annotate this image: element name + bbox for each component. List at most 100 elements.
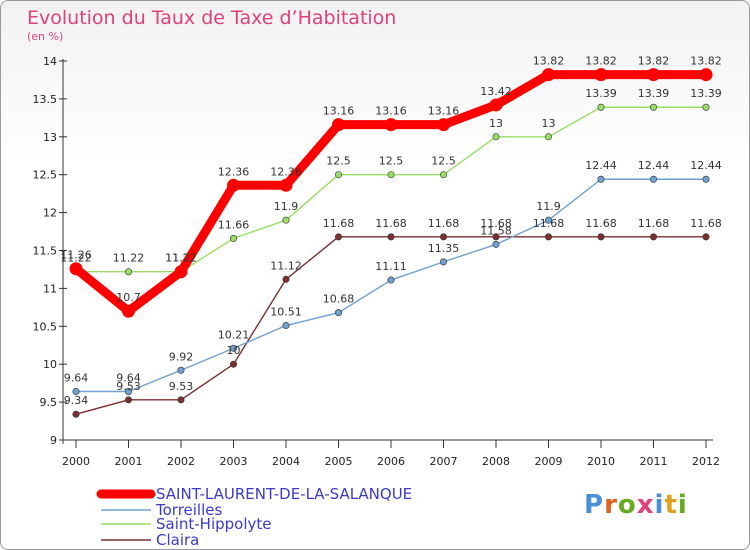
data-label: 11.22 (113, 252, 145, 265)
data-point (227, 178, 240, 192)
legend-label: Saint-Hippolyte (156, 515, 272, 533)
data-label: 11.22 (60, 252, 92, 265)
data-point (177, 366, 185, 374)
data-point (649, 103, 657, 111)
series-torreilles (72, 175, 710, 395)
data-point (649, 175, 657, 183)
data-point (279, 178, 293, 192)
data-label: 11.68 (323, 217, 355, 230)
data-point (544, 216, 552, 224)
x-tick-label: 2008 (482, 455, 510, 468)
data-point (230, 360, 238, 368)
y-tick-label: 10.5 (33, 320, 58, 333)
data-point (699, 68, 713, 82)
data-point (597, 103, 605, 111)
series-claira (72, 233, 710, 418)
data-label: 11.58 (480, 224, 512, 237)
data-label: 11.68 (480, 217, 512, 230)
data-label: 11.66 (218, 218, 250, 231)
data-point (387, 233, 395, 241)
data-label: 12.5 (326, 155, 351, 168)
y-tick-label: 12.5 (33, 169, 58, 182)
data-label: 9.92 (169, 350, 194, 363)
data-point (387, 276, 395, 284)
data-point (282, 322, 290, 330)
x-tick-label: 2002 (167, 455, 195, 468)
data-label: 13.39 (690, 87, 722, 100)
data-point (492, 240, 500, 248)
legend-label: SAINT-LAURENT-DE-LA-SALANQUE (156, 485, 412, 503)
y-tick-label: 10 (43, 358, 57, 371)
legend-label: Torreilles (155, 501, 222, 519)
x-tick-label: 2004 (272, 455, 300, 468)
data-label: 13.39 (638, 87, 670, 100)
data-point (439, 233, 447, 241)
proxiti-logo: Proxiti (584, 490, 688, 520)
data-point (439, 258, 447, 266)
data-point (492, 233, 500, 241)
data-label: 13.82 (585, 55, 617, 68)
data-label: 13.82 (690, 55, 722, 68)
data-label: 12.44 (585, 159, 617, 172)
data-point (594, 68, 608, 82)
data-point (542, 68, 555, 82)
data-label: 10 (227, 344, 241, 357)
legend-item: Claira (101, 531, 199, 549)
legend-label: Claira (156, 531, 199, 549)
data-point (702, 233, 710, 241)
data-label: 10.7 (116, 291, 141, 304)
x-tick-label: 2000 (62, 455, 90, 468)
data-point (647, 68, 660, 82)
data-point (72, 410, 80, 418)
chart-subtitle: (en %) (27, 30, 64, 43)
data-label: 13.16 (428, 105, 460, 118)
data-label: 11.68 (638, 217, 670, 230)
data-point (702, 103, 710, 111)
x-tick-label: 2003 (220, 455, 248, 468)
y-tick-label: 11 (43, 282, 57, 295)
data-point (332, 118, 345, 132)
data-label: 12.5 (431, 155, 456, 168)
legend-item: Saint-Hippolyte (101, 515, 272, 533)
data-label: 11.68 (690, 217, 722, 230)
data-label: 9.53 (169, 380, 194, 393)
series-saint-laurent-de-la-salanque (69, 68, 713, 318)
data-label: 11.68 (428, 217, 460, 230)
data-point (387, 171, 395, 179)
x-tick-label: 2006 (377, 455, 405, 468)
data-label: 11.12 (270, 259, 302, 272)
x-tick-label: 2009 (535, 455, 563, 468)
data-label: 9.64 (64, 371, 89, 384)
y-tick-label: 11.5 (33, 245, 58, 258)
y-tick-label: 14 (43, 55, 57, 68)
data-point (122, 304, 135, 318)
data-label: 9.64 (116, 371, 141, 384)
legend-item: SAINT-LAURENT-DE-LA-SALANQUE (96, 485, 412, 503)
data-label: 11.9 (536, 200, 561, 213)
data-label: 11.22 (165, 252, 197, 265)
data-point (544, 133, 552, 141)
data-point (384, 118, 398, 132)
data-label: 13.39 (585, 87, 617, 100)
data-label: 12.36 (270, 165, 302, 178)
data-label: 9.53 (116, 380, 141, 393)
x-tick-label: 2010 (587, 455, 615, 468)
data-point (597, 175, 605, 183)
data-point (649, 233, 657, 241)
y-tick-label: 13 (43, 131, 57, 144)
data-label: 11.11 (375, 260, 407, 273)
data-label: 10.68 (323, 293, 355, 306)
data-label: 12.44 (690, 159, 722, 172)
data-label: 11.68 (375, 217, 407, 230)
series-line (75, 106, 707, 273)
data-point (439, 171, 447, 179)
data-point (544, 233, 552, 241)
data-point (282, 216, 290, 224)
data-label: 13.82 (638, 55, 670, 68)
y-tick-label: 13.5 (33, 93, 58, 106)
data-point (597, 233, 605, 241)
data-point (334, 171, 342, 179)
data-label: 11.22 (165, 252, 197, 265)
data-label: 13.16 (323, 105, 355, 118)
